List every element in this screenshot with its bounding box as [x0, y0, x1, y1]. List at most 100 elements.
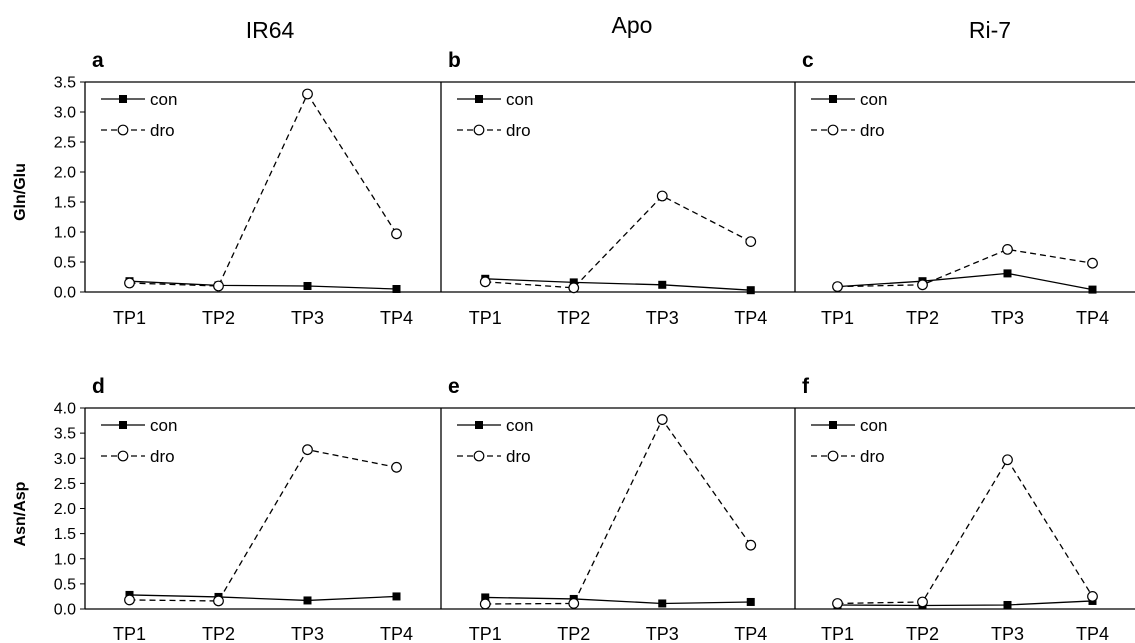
- y-tick-label: 2.0: [54, 165, 76, 182]
- legend-marker-dro: [117, 450, 129, 462]
- data-point-con: [481, 593, 490, 602]
- y-tick-label: 1.5: [54, 526, 76, 543]
- series-line-dro: [485, 195, 752, 289]
- panel-c: c TP1 TP2 TP3 TP4 con dro: [794, 49, 1135, 328]
- panel-letter: a: [92, 49, 104, 72]
- x-tick-label: TP1: [821, 308, 854, 328]
- data-point-dro: [568, 598, 580, 609]
- x-tick-label: TP3: [991, 624, 1024, 643]
- legend-label-dro: dro: [506, 121, 531, 140]
- series-line-dro: [837, 458, 1094, 605]
- data-point-dro: [124, 594, 135, 606]
- x-tick-label: TP2: [202, 624, 235, 643]
- data-point-dro: [124, 277, 135, 289]
- panel-letter: f: [802, 375, 810, 398]
- x-tick-label: TP4: [734, 308, 767, 328]
- data-point-con: [658, 599, 667, 608]
- data-point-dro: [832, 598, 843, 609]
- x-tick-label: TP3: [291, 308, 324, 328]
- column-title-ir64: IR64: [246, 17, 295, 43]
- series-line-dro: [129, 448, 397, 602]
- data-point-dro: [1002, 454, 1013, 466]
- legend-label-dro: dro: [860, 121, 885, 140]
- column-title-ri7: Ri-7: [969, 17, 1011, 43]
- y-tick-label: 2.5: [54, 135, 76, 152]
- x-tick-label: TP2: [557, 308, 590, 328]
- x-tick-label: TP1: [113, 308, 146, 328]
- x-tick-label: TP3: [646, 624, 679, 643]
- panel-letter: c: [802, 49, 814, 72]
- x-tick-label: TP4: [380, 308, 413, 328]
- data-point-dro: [568, 282, 580, 294]
- panel-b: b TP1 TP2 TP3 TP4 con dro: [440, 49, 795, 328]
- x-tick-label: TP4: [1076, 624, 1109, 643]
- legend-label-con: con: [150, 416, 177, 435]
- panel-d: d 0.0 0.5 1.0 1.5 2.0 2.5 3.0 3.5 4.0 TP1 TP2 TP3 TP4…: [54, 375, 441, 643]
- y-tick-label: 1.0: [54, 225, 76, 242]
- legend-label-dro: dro: [150, 121, 175, 140]
- data-point-dro: [213, 595, 224, 607]
- panel-letter: d: [92, 375, 105, 398]
- data-point-dro: [745, 236, 757, 248]
- x-tick-label: TP1: [821, 624, 854, 643]
- x-tick-label: TP2: [557, 624, 590, 643]
- data-point-dro: [479, 598, 491, 610]
- data-point-dro: [917, 596, 928, 608]
- x-tick-label: TP2: [202, 308, 235, 328]
- legend-label-con: con: [150, 90, 177, 109]
- x-tick-label: TP2: [906, 624, 939, 643]
- data-point-dro: [745, 539, 757, 551]
- panel-e: e TP1 TP2 TP3 TP4 con dro: [440, 375, 795, 643]
- x-tick-label: TP2: [906, 308, 939, 328]
- data-point-dro: [1087, 257, 1098, 269]
- data-point-dro: [391, 461, 402, 473]
- y-tick-label: 2.5: [54, 476, 76, 493]
- y-tick-label: 0.0: [54, 602, 76, 619]
- legend-marker-con: [829, 421, 837, 429]
- legend-marker-con: [475, 95, 483, 103]
- panel-letter: b: [448, 49, 461, 72]
- y-tick-label: 3.5: [54, 426, 76, 443]
- data-point-dro: [832, 281, 843, 293]
- data-point-dro: [479, 276, 491, 288]
- legend-label-con: con: [860, 416, 887, 435]
- legend-label-con: con: [860, 90, 887, 109]
- y-tick-label: 1.0: [54, 551, 76, 568]
- y-tick-label: 0.5: [54, 576, 76, 593]
- legend-marker-con: [119, 95, 127, 103]
- legend-label-dro: dro: [150, 447, 175, 466]
- y-tick-label: 0.5: [54, 255, 76, 272]
- panel-a: a 0.0 0.5 1.0 1.5 2.0 2.5 3.0 3.5 TP1 TP2 TP3 TP4 con…: [54, 49, 441, 328]
- data-point-dro: [917, 279, 928, 291]
- data-point-con: [746, 597, 755, 606]
- series-line-dro: [485, 418, 752, 605]
- legend-marker-dro: [473, 124, 485, 136]
- series-line-con: [837, 272, 1093, 291]
- x-tick-label: TP4: [380, 624, 413, 643]
- y-tick-label: 3.0: [54, 451, 76, 468]
- y-tick-label: 4.0: [54, 401, 76, 418]
- series-line-con: [485, 278, 751, 291]
- data-point-con: [1003, 269, 1012, 278]
- y-tick-label: 1.5: [54, 195, 76, 212]
- x-tick-label: TP1: [469, 308, 502, 328]
- legend-label-dro: dro: [860, 447, 885, 466]
- data-point-dro: [391, 228, 402, 240]
- x-tick-label: TP1: [113, 624, 146, 643]
- y-axis-label-asn-asp: Asn/Asp: [12, 481, 29, 546]
- panel-letter: e: [448, 375, 460, 398]
- y-tick-label: 2.0: [54, 501, 76, 518]
- x-tick-label: TP3: [646, 308, 679, 328]
- data-point-con: [303, 282, 312, 290]
- column-title-apo: Apo: [612, 12, 653, 38]
- x-tick-label: TP3: [291, 624, 324, 643]
- y-tick-label: 0.0: [54, 285, 76, 302]
- data-point-con: [658, 280, 667, 289]
- legend-marker-dro: [473, 450, 485, 462]
- y-tick-label: 3.5: [54, 75, 76, 92]
- x-tick-label: TP1: [469, 624, 502, 643]
- legend-marker-con: [119, 421, 127, 429]
- data-point-dro: [302, 444, 313, 456]
- legend-label-con: con: [506, 416, 533, 435]
